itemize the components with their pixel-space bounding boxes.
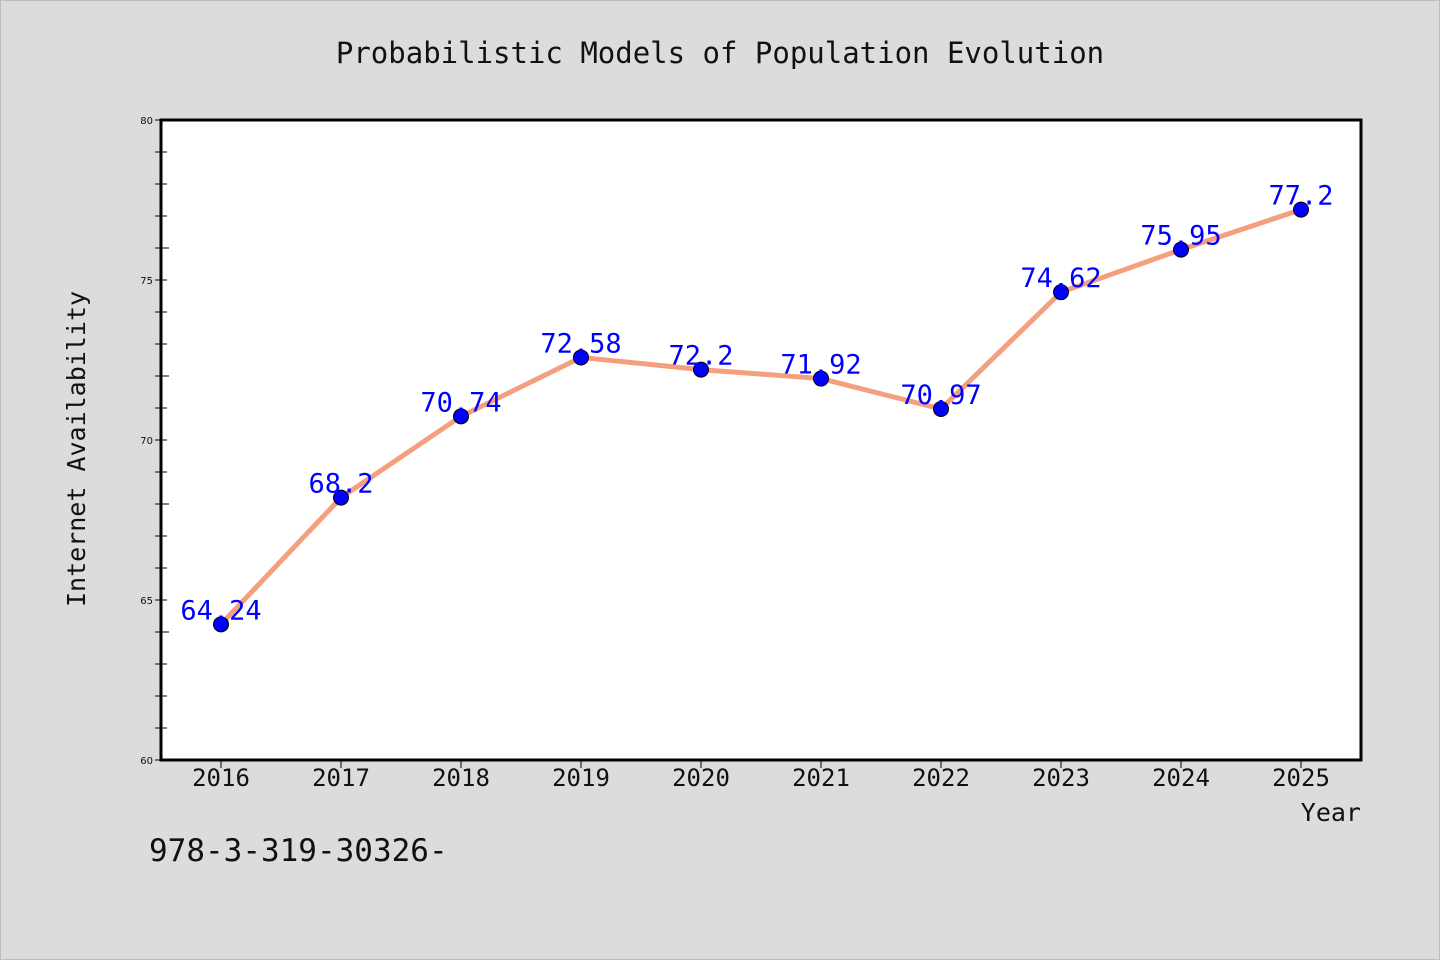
plot-area bbox=[159, 118, 1363, 762]
x-axis: 2016 2017 2018 2019 2020 2021 2022 2023 2024 2025 bbox=[192, 760, 1330, 792]
data-label: 75.95 bbox=[1140, 221, 1221, 252]
chart-title: Probabilistic Models of Population Evolu… bbox=[336, 36, 1104, 70]
x-tick-label: 2024 bbox=[1152, 764, 1210, 792]
x-tick-label: 2020 bbox=[672, 764, 730, 792]
series-polyline bbox=[218, 207, 1304, 627]
data-label: 74.62 bbox=[1020, 263, 1101, 294]
data-point bbox=[573, 349, 589, 366]
footer-text: 978-3-319-30326- bbox=[149, 833, 448, 869]
y-tick-label: 80 bbox=[140, 116, 153, 127]
y-tick-label: 60 bbox=[140, 756, 153, 767]
x-axis-label: Year bbox=[1301, 798, 1361, 827]
x-tick-label: 2018 bbox=[432, 764, 490, 792]
data-point bbox=[333, 489, 349, 506]
data-point bbox=[813, 370, 829, 387]
data-label: 77.2 bbox=[1268, 181, 1333, 212]
x-tick-label: 2025 bbox=[1272, 764, 1330, 792]
data-point bbox=[1173, 241, 1189, 258]
x-tick-label: 2019 bbox=[552, 764, 610, 792]
x-tick-label: 2022 bbox=[912, 764, 970, 792]
x-tick-label: 2023 bbox=[1032, 764, 1090, 792]
data-label: 64.24 bbox=[180, 595, 261, 626]
data-point bbox=[693, 361, 709, 378]
data-markers bbox=[213, 201, 1309, 633]
data-point bbox=[453, 408, 469, 425]
data-point bbox=[1293, 201, 1309, 218]
x-tick-label: 2017 bbox=[312, 764, 370, 792]
data-point bbox=[1053, 284, 1069, 301]
y-axis: 60 65 70 75 80 bbox=[140, 116, 169, 767]
x-tick-label: 2021 bbox=[792, 764, 850, 792]
data-label: 70.74 bbox=[420, 387, 501, 418]
x-tick-label: 2016 bbox=[192, 764, 250, 792]
data-label: 70.97 bbox=[900, 380, 981, 411]
data-label: 71.92 bbox=[780, 350, 861, 381]
data-point bbox=[213, 616, 229, 633]
y-axis-label: Internet Availability bbox=[62, 291, 91, 607]
data-labels: 64.24 68.2 70.74 72.58 72.2 71.92 70.97 74.62 75… bbox=[180, 181, 1333, 627]
data-point bbox=[933, 400, 949, 417]
data-label: 72.2 bbox=[668, 341, 733, 372]
series-line bbox=[218, 207, 1304, 627]
y-tick-label: 70 bbox=[140, 436, 153, 447]
y-tick-label: 75 bbox=[140, 276, 153, 287]
y-tick-label: 65 bbox=[140, 596, 153, 607]
data-label: 72.58 bbox=[540, 328, 621, 359]
data-label: 68.2 bbox=[308, 469, 373, 500]
